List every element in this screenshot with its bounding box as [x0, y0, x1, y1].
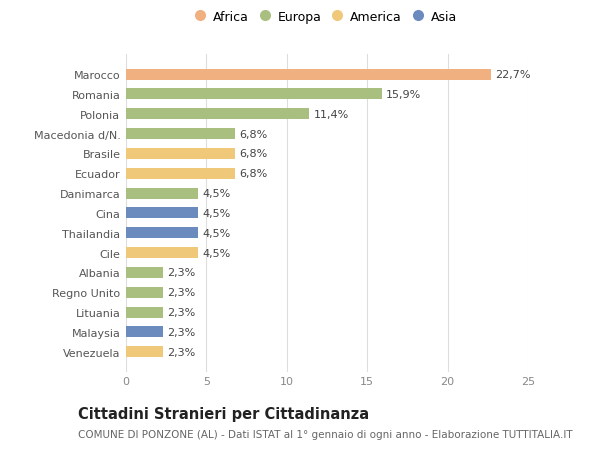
- Bar: [126, 287, 163, 298]
- Text: 4,5%: 4,5%: [202, 208, 230, 218]
- Bar: [126, 69, 491, 80]
- Text: 6,8%: 6,8%: [239, 169, 268, 179]
- Bar: [126, 149, 235, 160]
- Bar: [126, 247, 199, 258]
- Bar: [126, 129, 235, 140]
- Text: Cittadini Stranieri per Cittadinanza: Cittadini Stranieri per Cittadinanza: [78, 406, 369, 421]
- Bar: [126, 347, 163, 358]
- Text: 2,3%: 2,3%: [167, 268, 195, 278]
- Text: COMUNE DI PONZONE (AL) - Dati ISTAT al 1° gennaio di ogni anno - Elaborazione TU: COMUNE DI PONZONE (AL) - Dati ISTAT al 1…: [78, 429, 572, 439]
- Text: 22,7%: 22,7%: [495, 70, 530, 80]
- Bar: [126, 109, 310, 120]
- Bar: [126, 307, 163, 318]
- Text: 2,3%: 2,3%: [167, 327, 195, 337]
- Text: 4,5%: 4,5%: [202, 189, 230, 199]
- Legend: Africa, Europa, America, Asia: Africa, Europa, America, Asia: [197, 11, 457, 23]
- Text: 6,8%: 6,8%: [239, 149, 268, 159]
- Text: 6,8%: 6,8%: [239, 129, 268, 139]
- Text: 4,5%: 4,5%: [202, 248, 230, 258]
- Text: 11,4%: 11,4%: [313, 110, 349, 119]
- Bar: [126, 327, 163, 338]
- Bar: [126, 228, 199, 239]
- Bar: [126, 188, 199, 199]
- Bar: [126, 168, 235, 179]
- Text: 2,3%: 2,3%: [167, 308, 195, 317]
- Text: 2,3%: 2,3%: [167, 288, 195, 297]
- Bar: [126, 89, 382, 100]
- Text: 2,3%: 2,3%: [167, 347, 195, 357]
- Text: 4,5%: 4,5%: [202, 228, 230, 238]
- Bar: [126, 208, 199, 219]
- Bar: [126, 267, 163, 278]
- Text: 15,9%: 15,9%: [386, 90, 421, 100]
